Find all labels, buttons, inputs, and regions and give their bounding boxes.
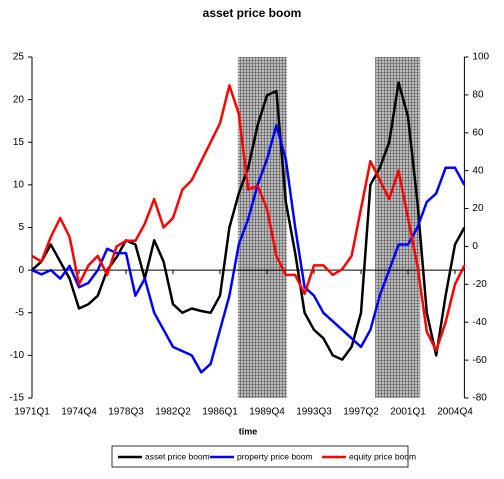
y-tick-label: 0 bbox=[18, 265, 24, 276]
x-tick-label: 1974Q4 bbox=[61, 407, 97, 418]
series-line bbox=[31, 84, 466, 352]
y-tick-label: 10 bbox=[13, 180, 25, 191]
x-tick-label: 2001Q1 bbox=[390, 407, 426, 418]
y2-tick-label: 80 bbox=[472, 90, 484, 101]
chart-title: asset price boom bbox=[203, 6, 302, 20]
y2-tick-label: 100 bbox=[472, 52, 489, 63]
x-tick-label: 1993Q3 bbox=[296, 407, 332, 418]
x-tick-label: 2004Q4 bbox=[437, 407, 473, 418]
y-tick-label: 5 bbox=[18, 222, 24, 233]
y2-tick-label: -60 bbox=[472, 355, 487, 366]
legend-label: property price boom bbox=[237, 451, 313, 461]
x-tick-label: 1997Q2 bbox=[343, 407, 379, 418]
x-tick-label: 1971Q1 bbox=[14, 407, 50, 418]
legend-box bbox=[111, 445, 409, 468]
legend-label: equity price boom bbox=[349, 451, 416, 461]
x-axis-title: time bbox=[239, 426, 258, 436]
y2-tick-label: -20 bbox=[472, 279, 487, 290]
y2-tick-label: 0 bbox=[472, 241, 478, 252]
x-tick-label: 1986Q1 bbox=[202, 407, 238, 418]
x-tick-label: 1982Q2 bbox=[155, 407, 191, 418]
series-line bbox=[31, 123, 466, 374]
legend-label: asset price boom bbox=[145, 451, 210, 461]
y-tick-label: 15 bbox=[13, 137, 25, 148]
y2-tick-label: 40 bbox=[472, 165, 484, 176]
x-tick-label: 1989Q4 bbox=[249, 407, 285, 418]
y-tick-label: 20 bbox=[13, 94, 25, 105]
x-tick-label: 1978Q3 bbox=[108, 407, 144, 418]
y2-tick-label: -40 bbox=[472, 317, 487, 328]
series-line bbox=[31, 81, 466, 361]
y-tick-label: -15 bbox=[10, 393, 25, 404]
y-tick-label: -10 bbox=[10, 350, 25, 361]
y-tick-label: 25 bbox=[13, 52, 25, 63]
shaded-period bbox=[375, 57, 421, 398]
y2-tick-label: -80 bbox=[472, 393, 487, 404]
y2-tick-label: 20 bbox=[472, 203, 484, 214]
y-tick-label: -5 bbox=[15, 307, 24, 318]
y2-tick-label: 60 bbox=[472, 127, 484, 138]
